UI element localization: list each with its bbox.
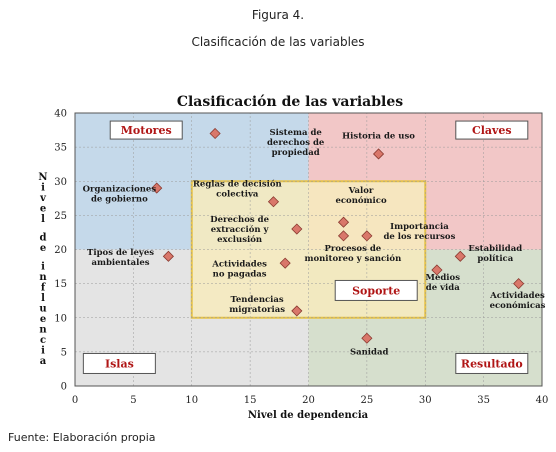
points-layer	[151, 127, 525, 344]
data-point	[361, 230, 373, 242]
x-tick-label: 35	[477, 395, 490, 406]
label-text: Soporte	[352, 284, 400, 297]
x-tick-label: 0	[72, 395, 78, 406]
point-label: Valor económico	[335, 186, 387, 206]
y-label-letter: n	[39, 272, 47, 283]
y-label-letter: d	[40, 233, 47, 244]
y-label-word: de	[40, 233, 47, 255]
point-label: Organizaciones de gobierno	[83, 184, 157, 204]
point-label: Historia de uso	[342, 131, 415, 141]
data-point	[431, 264, 443, 276]
point-label: Actividades económicas	[489, 291, 545, 311]
label-box	[109, 120, 183, 140]
y-tick-label: 40	[54, 109, 67, 120]
point-label: Sistema de derechos de propiedad	[267, 128, 325, 158]
y-label-letter: i	[41, 262, 45, 273]
axes-layer: 0 5 10 15 20 25 30 35 40 0 5 10 15 20 25 30 35 40	[54, 109, 548, 407]
y-tick-label: 0	[61, 382, 67, 393]
point-label: Actividades no pagadas	[211, 260, 267, 280]
y-label-word: Nivel	[38, 172, 47, 225]
source-note: Fuente: Elaboración propia	[8, 431, 156, 444]
point-label-layer: Sistema de derechos de propiedad Historia d…	[83, 128, 546, 358]
data-point	[267, 196, 280, 208]
label-box	[82, 352, 156, 374]
x-tick-label: 30	[419, 395, 432, 406]
data-point	[151, 182, 163, 194]
data-point	[513, 278, 525, 290]
plot-frame	[74, 112, 543, 387]
quadrant-label-islas: Islas	[82, 352, 156, 374]
x-tick-label: 25	[361, 395, 374, 406]
point-label: Estabilidad política	[468, 244, 522, 264]
chart-title: Clasificación de las variables	[177, 94, 403, 110]
y-label-letter: e	[40, 243, 46, 254]
y-tick-label: 10	[54, 313, 67, 324]
quadrant-label-claves: Claves	[455, 120, 529, 140]
y-tick-label: 35	[54, 143, 67, 154]
point-label: Medios de vida	[426, 273, 461, 293]
y-label-letter: l	[41, 214, 45, 225]
label-text: Claves	[472, 124, 512, 137]
x-tick-label: 10	[185, 395, 198, 406]
data-point	[361, 332, 373, 344]
y-label-letter: e	[40, 314, 46, 325]
y-label-letter: i	[41, 183, 45, 194]
data-point	[372, 148, 385, 160]
label-text: Motores	[121, 124, 172, 137]
point-label: Reglas de decisión colectiva	[193, 179, 282, 200]
data-point	[279, 257, 291, 269]
y-label-letter: l	[41, 293, 45, 304]
data-point	[337, 216, 350, 228]
label-box	[455, 352, 529, 374]
label-box	[334, 279, 418, 301]
y-label-letter: c	[40, 335, 46, 346]
figure-number: Figura 4.	[251, 8, 305, 22]
y-tick-label: 20	[54, 245, 67, 256]
point-label: Importancia de los recursos	[383, 222, 455, 242]
point-label: Sanidad	[350, 348, 389, 358]
y-tick-label: 15	[54, 279, 67, 290]
point-label: Tipos de leyes ambientales	[87, 248, 154, 268]
data-point	[454, 250, 466, 262]
quadrant-label-layer: Motores Claves Islas Resultado Soporte	[82, 120, 529, 374]
x-tick-label: 15	[244, 395, 257, 406]
y-tick-label: 30	[54, 177, 67, 188]
label-box	[455, 120, 529, 140]
data-point	[291, 223, 303, 235]
data-point	[291, 305, 303, 317]
y-label-letter: f	[41, 283, 46, 294]
quadrant-label-resultado: Resultado	[455, 352, 529, 374]
data-point	[337, 230, 350, 242]
y-tick-label: 5	[61, 347, 67, 358]
point-label: Derechos de extracción y exclusión	[210, 215, 269, 245]
x-tick-label: 40	[536, 395, 549, 406]
y-label-letter: e	[40, 204, 46, 215]
quadrant-label-soporte: Soporte	[334, 279, 418, 301]
figure-title: Clasificación de las variables	[191, 35, 365, 49]
x-axis-label: Nivel de dependencia	[248, 410, 369, 421]
point-label: Tendencias migratorias	[229, 295, 285, 315]
y-label-letter: n	[39, 325, 47, 336]
x-tick-label: 5	[130, 395, 136, 406]
point-label: Procesos de monitoreo y sanción	[304, 244, 401, 264]
label-text: Resultado	[461, 357, 523, 370]
y-label-letter: a	[40, 356, 47, 367]
y-label-letter: v	[39, 193, 47, 204]
y-label-letter: u	[39, 304, 46, 315]
data-point	[162, 250, 174, 262]
y-label-letter: N	[38, 172, 47, 183]
label-text: Islas	[105, 357, 134, 370]
data-point	[209, 127, 221, 140]
y-label-letter: i	[41, 346, 45, 357]
y-tick-label: 25	[54, 211, 67, 222]
x-tick-label: 20	[302, 395, 315, 406]
quadrant-label-motores: Motores	[109, 120, 183, 140]
